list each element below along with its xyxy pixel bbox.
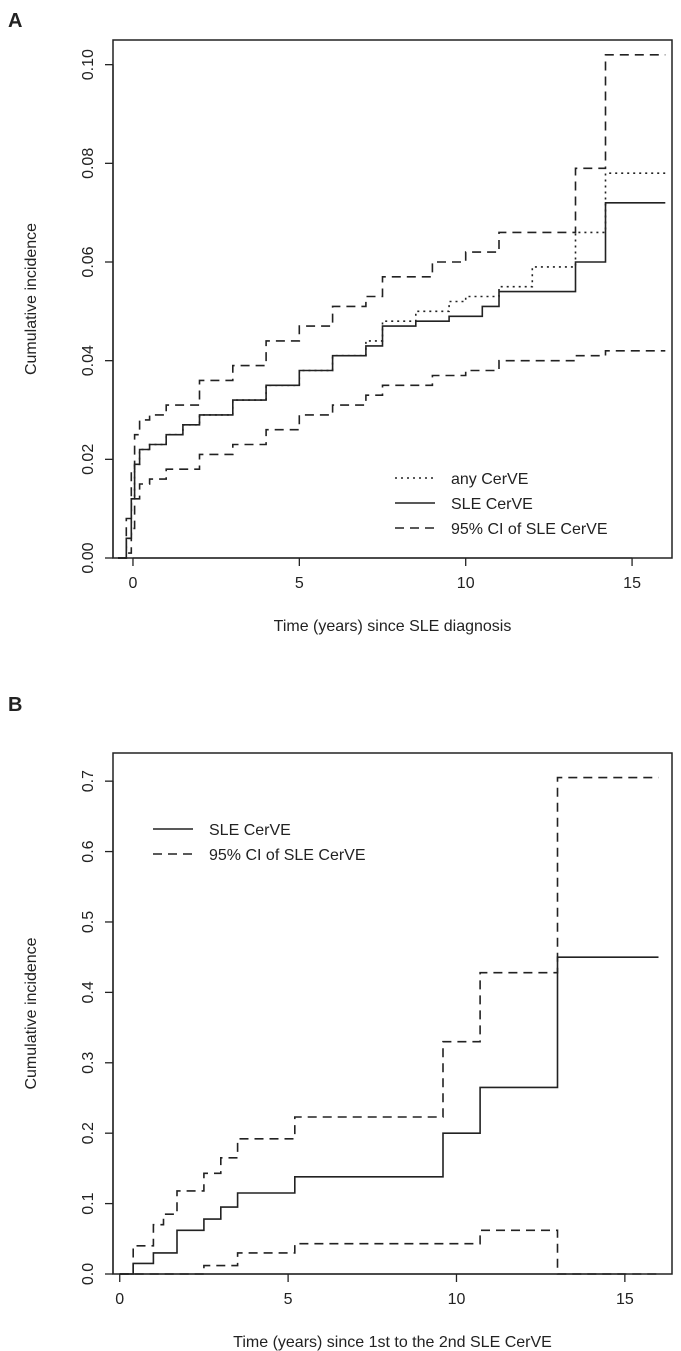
x-axis-title: Time (years) since 1st to the 2nd SLE Ce… — [233, 1334, 552, 1351]
plot-frame — [112, 39, 673, 559]
x-tick-label: 5 — [295, 575, 304, 592]
x-tick-label: 10 — [448, 1291, 466, 1308]
y-tick-label: 0.7 — [80, 770, 97, 792]
legend-entry: SLE CerVE — [209, 822, 291, 839]
y-tick-label: 0.3 — [80, 1052, 97, 1074]
x-tick-label: 10 — [457, 575, 475, 592]
y-tick-label: 0.10 — [80, 49, 97, 80]
cumulative-incidence-chart-b: 0 5 10 15 0.0 0.1 0.2 0.3 0.4 0.5 0.6 0.7 Time (year… — [23, 752, 673, 1351]
y-tick-label: 0.04 — [80, 345, 97, 376]
legend-entry: 95% CI of SLE CerVE — [209, 847, 366, 864]
y-tick-label: 0.2 — [80, 1122, 97, 1144]
series-line-b-1 — [119, 776, 659, 1275]
y-tick-label: 0.6 — [80, 840, 97, 862]
legend-entry: any CerVE — [451, 471, 528, 488]
x-tick-label: 15 — [616, 1291, 634, 1308]
y-tick-label: 0.08 — [80, 148, 97, 179]
series-line-a-2 — [118, 54, 666, 559]
plot-frame — [112, 752, 673, 1275]
series-line-b-0 — [119, 956, 659, 1275]
legend-entry: 95% CI of SLE CerVE — [451, 521, 608, 538]
series-line-a-3 — [118, 350, 666, 559]
y-axis-title: Cumulative incidence — [23, 937, 40, 1089]
y-tick-label: 0.02 — [80, 444, 97, 475]
panel-label-a: A — [8, 10, 23, 32]
cumulative-incidence-chart-a: 0 5 10 15 0.00 0.02 0.04 0.06 0.08 0.10 Time (year… — [23, 39, 673, 635]
legend-entry: SLE CerVE — [451, 496, 533, 513]
y-tick-label: 0.0 — [80, 1263, 97, 1285]
y-tick-label: 0.06 — [80, 246, 97, 277]
x-tick-label: 0 — [115, 1291, 124, 1308]
x-tick-label: 0 — [129, 575, 138, 592]
y-tick-label: 0.00 — [80, 542, 97, 573]
x-tick-label: 15 — [623, 575, 641, 592]
y-tick-label: 0.1 — [80, 1192, 97, 1214]
panel-label-b: B — [8, 694, 23, 716]
y-tick-label: 0.5 — [80, 911, 97, 933]
series-line-a-0 — [118, 172, 666, 559]
x-axis-title: Time (years) since SLE diagnosis — [274, 618, 512, 635]
y-axis-title: Cumulative incidence — [23, 223, 40, 375]
x-tick-label: 5 — [284, 1291, 293, 1308]
series-line-b-2 — [119, 1229, 659, 1275]
series-line-a-1 — [118, 202, 666, 559]
y-tick-label: 0.4 — [80, 981, 97, 1003]
